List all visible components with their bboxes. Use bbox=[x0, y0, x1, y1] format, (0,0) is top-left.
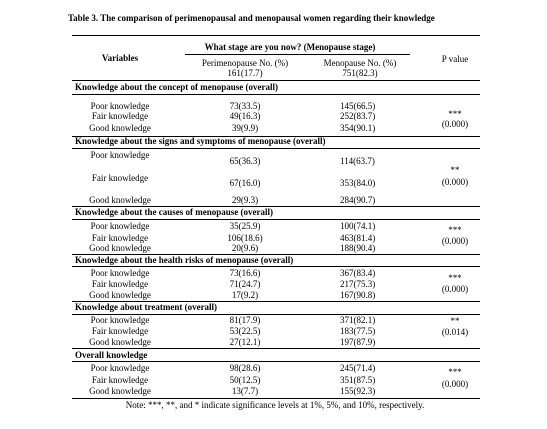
p-value: *** bbox=[448, 273, 462, 283]
p-value: (0.000) bbox=[441, 236, 469, 246]
rule bbox=[185, 54, 410, 55]
row-label: Poor knowledge bbox=[90, 101, 150, 111]
rule bbox=[72, 136, 480, 137]
peri-value: 53(22.5) bbox=[229, 326, 261, 336]
peri-value: 106(18.6) bbox=[227, 233, 263, 243]
header-variables: Variables bbox=[101, 53, 139, 63]
row-label: Good knowledge bbox=[89, 195, 151, 205]
meno-value: 371(82.1) bbox=[340, 315, 376, 325]
peri-value: 67(16.0) bbox=[229, 178, 261, 188]
header-peri-n: 161(17.7) bbox=[227, 68, 263, 78]
meno-value: 351(87.5) bbox=[340, 375, 376, 385]
rule bbox=[72, 314, 480, 315]
peri-value: 73(16.6) bbox=[229, 268, 261, 278]
rule bbox=[72, 94, 480, 95]
header-stage: What stage are you now? (Menopause stage… bbox=[204, 42, 376, 52]
meno-value: 245(71.4) bbox=[340, 363, 376, 373]
row-label: Poor knowledge bbox=[90, 363, 150, 373]
row-label: Good knowledge bbox=[89, 123, 151, 133]
peri-value: 27(12.1) bbox=[229, 337, 261, 347]
rule bbox=[72, 301, 480, 302]
p-value: *** bbox=[448, 225, 462, 235]
meno-value: 252(83.7) bbox=[340, 111, 376, 121]
peri-value: 98(28.6) bbox=[229, 363, 261, 373]
row-label: Fair knowledge bbox=[91, 326, 149, 336]
rule bbox=[72, 348, 480, 349]
peri-value: 35(25.9) bbox=[229, 221, 261, 231]
peri-value: 17(9.2) bbox=[231, 290, 259, 300]
peri-value: 49(16.3) bbox=[229, 111, 261, 121]
section-title: Knowledge about the health risks of meno… bbox=[75, 255, 294, 265]
section-title: Overall knowledge bbox=[75, 350, 148, 360]
meno-value: 183(77.5) bbox=[340, 326, 376, 336]
p-value: ** bbox=[450, 316, 460, 326]
row-label: Poor knowledge bbox=[90, 268, 150, 278]
meno-value: 197(87.9) bbox=[340, 337, 376, 347]
header-meno: Menopause No. (%) bbox=[323, 58, 397, 68]
meno-value: 463(81.4) bbox=[340, 233, 376, 243]
rule bbox=[72, 398, 480, 399]
peri-value: 39(9.9) bbox=[231, 123, 259, 133]
section-title: Knowledge about the signs and symptoms o… bbox=[75, 136, 326, 146]
meno-value: 167(90.8) bbox=[340, 290, 376, 300]
row-label: Fair knowledge bbox=[91, 233, 149, 243]
peri-value: 13(7.7) bbox=[231, 386, 259, 396]
row-label: Fair knowledge bbox=[91, 375, 149, 385]
row-label: Good knowledge bbox=[89, 386, 151, 396]
row-label: Good knowledge bbox=[89, 290, 151, 300]
rule bbox=[72, 206, 480, 207]
meno-value: 155(92.3) bbox=[340, 386, 376, 396]
peri-value: 71(24.7) bbox=[229, 279, 261, 289]
rule bbox=[72, 219, 480, 220]
peri-value: 81(17.9) bbox=[229, 315, 261, 325]
peri-value: 29(9.3) bbox=[231, 195, 259, 205]
row-label: Poor knowledge bbox=[90, 221, 150, 231]
p-value: ** bbox=[450, 165, 460, 175]
row-label: Poor knowledge bbox=[90, 315, 150, 325]
row-label: Poor knowledge bbox=[90, 150, 150, 160]
meno-value: 188(90.4) bbox=[340, 243, 376, 253]
meno-value: 353(84.0) bbox=[340, 178, 376, 188]
p-value: (0.000) bbox=[441, 177, 469, 187]
rule bbox=[72, 35, 480, 36]
meno-value: 100(74.1) bbox=[340, 221, 376, 231]
rule bbox=[72, 266, 480, 267]
rule bbox=[72, 254, 480, 255]
meno-value: 114(63.7) bbox=[340, 156, 375, 166]
header-meno-n: 751(82.3) bbox=[342, 68, 378, 78]
row-label: Fair knowledge bbox=[91, 279, 149, 289]
meno-value: 354(90.1) bbox=[340, 123, 376, 133]
p-value: (0.014) bbox=[441, 327, 469, 337]
peri-value: 50(12.5) bbox=[229, 375, 261, 385]
rule bbox=[72, 148, 480, 149]
p-value: (0.000) bbox=[441, 379, 469, 389]
peri-value: 65(36.3) bbox=[229, 156, 261, 166]
row-label: Fair knowledge bbox=[91, 173, 149, 183]
table-title: Table 3. The comparison of perimenopausa… bbox=[68, 13, 435, 23]
section-title: Knowledge about treatment (overall) bbox=[75, 302, 218, 312]
meno-value: 145(66.5) bbox=[340, 101, 376, 111]
peri-value: 73(33.5) bbox=[229, 101, 261, 111]
meno-value: 367(83.4) bbox=[340, 268, 376, 278]
row-label: Fair knowledge bbox=[91, 111, 149, 121]
section-title: Knowledge about the causes of menopause … bbox=[75, 207, 273, 217]
row-label: Good knowledge bbox=[89, 337, 151, 347]
header-p: P value bbox=[441, 54, 469, 64]
rule bbox=[72, 361, 480, 362]
meno-value: 217(75.3) bbox=[340, 279, 376, 289]
p-value: *** bbox=[448, 367, 462, 377]
p-value: *** bbox=[448, 109, 462, 119]
section-title: Knowledge about the concept of menopause… bbox=[75, 82, 278, 92]
header-peri: Perimenopause No. (%) bbox=[201, 58, 289, 68]
rule bbox=[72, 80, 480, 81]
meno-value: 284(90.7) bbox=[340, 195, 376, 205]
p-value: (0.000) bbox=[441, 119, 469, 129]
row-label: Good knowledge bbox=[89, 243, 151, 253]
peri-value: 20(9.6) bbox=[231, 243, 259, 253]
p-value: (0.000) bbox=[441, 284, 469, 294]
table-note: Note: ***, **, and * indicate significan… bbox=[125, 400, 425, 410]
